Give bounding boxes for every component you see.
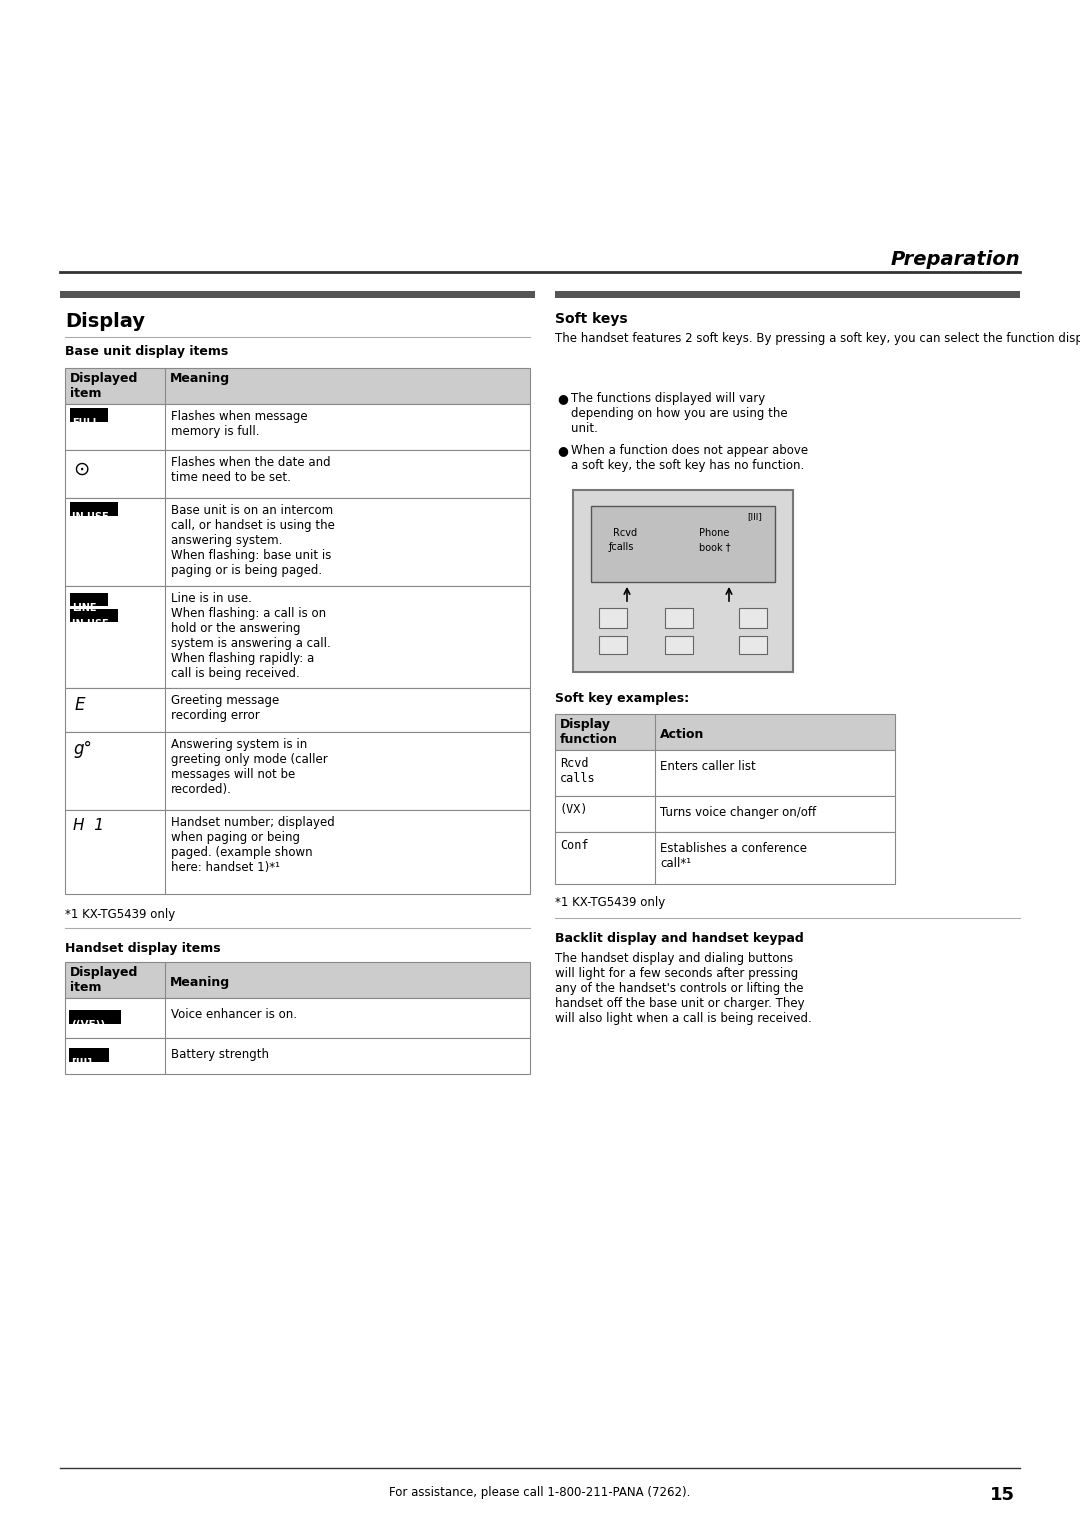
Text: Greeting message
recording error: Greeting message recording error <box>171 694 280 723</box>
Text: IN USE: IN USE <box>72 619 109 630</box>
Bar <box>555 750 895 796</box>
Bar <box>70 408 108 422</box>
Text: Battery strength: Battery strength <box>171 1048 269 1060</box>
Bar <box>599 608 627 628</box>
Text: Flashes when message
memory is full.: Flashes when message memory is full. <box>171 410 308 439</box>
Text: When a function does not appear above
a soft key, the soft key has no function.: When a function does not appear above a … <box>571 445 808 472</box>
Bar <box>591 506 775 582</box>
Text: (VX): (VX) <box>561 804 589 816</box>
Text: Turns voice changer on/off: Turns voice changer on/off <box>660 805 816 819</box>
Text: Flashes when the date and
time need to be set.: Flashes when the date and time need to b… <box>171 455 330 484</box>
Text: Soft key examples:: Soft key examples: <box>555 692 689 704</box>
Text: The handset features 2 soft keys. By pressing a soft key, you can select the fun: The handset features 2 soft keys. By pre… <box>555 332 1080 345</box>
Text: For assistance, please call 1-800-211-PANA (7262).: For assistance, please call 1-800-211-PA… <box>389 1487 691 1499</box>
Text: Soft keys: Soft keys <box>555 312 627 325</box>
Text: Rcvd: Rcvd <box>613 529 637 538</box>
Text: *1 KX-TG5439 only: *1 KX-TG5439 only <box>65 908 175 921</box>
Text: Rcvd
calls: Rcvd calls <box>561 756 596 785</box>
Text: E: E <box>75 695 85 714</box>
Bar <box>70 610 118 622</box>
Bar <box>65 403 530 451</box>
Text: 15: 15 <box>990 1487 1015 1504</box>
Bar <box>65 587 530 688</box>
Text: [III]: [III] <box>71 1057 92 1068</box>
Bar <box>70 593 108 607</box>
Bar <box>665 636 693 654</box>
Text: ƒcalls: ƒcalls <box>609 542 634 552</box>
Bar <box>65 1038 530 1074</box>
Text: FULL: FULL <box>72 419 99 428</box>
Text: ((VE)): ((VE)) <box>71 1021 105 1030</box>
Bar <box>555 796 895 833</box>
Text: Voice enhancer is on.: Voice enhancer is on. <box>171 1008 297 1021</box>
Bar <box>65 963 530 998</box>
Text: *1 KX-TG5439 only: *1 KX-TG5439 only <box>555 895 665 909</box>
Text: Line is in use.
When flashing: a call is on
hold or the answering
system is answ: Line is in use. When flashing: a call is… <box>171 591 330 680</box>
Bar <box>555 290 1020 298</box>
Bar <box>65 732 530 810</box>
Text: Meaning: Meaning <box>170 976 230 989</box>
Bar <box>555 714 895 750</box>
Text: The handset display and dialing buttons
will light for a few seconds after press: The handset display and dialing buttons … <box>555 952 812 1025</box>
Bar <box>65 688 530 732</box>
Text: ●: ● <box>557 393 568 405</box>
Bar <box>739 608 767 628</box>
Text: LINE: LINE <box>72 604 96 613</box>
Text: The functions displayed will vary
depending on how you are using the
unit.: The functions displayed will vary depend… <box>571 393 787 435</box>
Text: book †: book † <box>699 542 731 552</box>
Text: Handset display items: Handset display items <box>65 941 220 955</box>
Text: Base unit display items: Base unit display items <box>65 345 228 358</box>
Text: Base unit is on an intercom
call, or handset is using the
answering system.
When: Base unit is on an intercom call, or han… <box>171 504 335 578</box>
Bar <box>65 810 530 894</box>
Bar <box>665 608 693 628</box>
Text: Action: Action <box>660 727 704 741</box>
Bar <box>573 490 793 672</box>
Text: Establishes a conference
call*¹: Establishes a conference call*¹ <box>660 842 807 869</box>
Text: Answering system is in
greeting only mode (caller
messages will not be
recorded): Answering system is in greeting only mod… <box>171 738 327 796</box>
Text: [III]: [III] <box>747 512 761 521</box>
Bar <box>60 290 535 298</box>
Text: Preparation: Preparation <box>890 251 1020 269</box>
Text: Backlit display and handset keypad: Backlit display and handset keypad <box>555 932 804 944</box>
Text: Handset number; displayed
when paging or being
paged. (example shown
here: hands: Handset number; displayed when paging or… <box>171 816 335 874</box>
Bar <box>555 833 895 885</box>
Text: H  1: H 1 <box>73 817 104 833</box>
Text: IN USE: IN USE <box>72 512 109 523</box>
Text: Displayed
item: Displayed item <box>70 966 138 995</box>
Bar <box>65 451 530 498</box>
Text: Enters caller list: Enters caller list <box>660 759 756 773</box>
Text: Displayed
item: Displayed item <box>70 371 138 400</box>
Text: Display
function: Display function <box>561 718 618 746</box>
Bar <box>70 503 118 516</box>
Text: Conf: Conf <box>561 839 589 853</box>
Bar <box>65 498 530 587</box>
Bar <box>65 998 530 1038</box>
Text: ⊙: ⊙ <box>73 460 90 478</box>
Text: Display: Display <box>65 312 145 332</box>
Text: g°: g° <box>73 740 92 758</box>
Bar <box>65 368 530 403</box>
Text: ●: ● <box>557 445 568 457</box>
Bar <box>69 1010 121 1024</box>
Text: Meaning: Meaning <box>170 371 230 385</box>
Bar <box>739 636 767 654</box>
Text: Phone: Phone <box>699 529 729 538</box>
Bar <box>599 636 627 654</box>
Bar <box>69 1048 109 1062</box>
